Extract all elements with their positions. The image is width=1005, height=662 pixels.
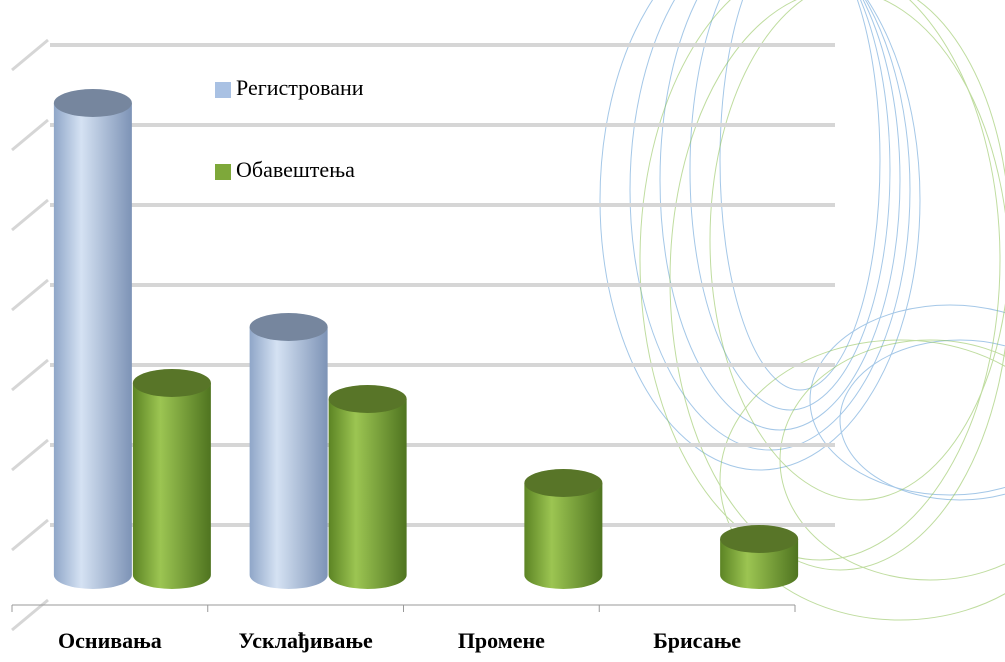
bar-top-shade xyxy=(249,313,328,341)
bar-top-shade xyxy=(720,525,799,553)
side-grid-line xyxy=(11,38,49,72)
bar-body xyxy=(53,103,132,589)
bar xyxy=(132,369,211,589)
legend-label: Регистровани xyxy=(236,75,364,100)
bar xyxy=(328,385,407,589)
bar-body xyxy=(249,327,328,589)
bar xyxy=(249,313,328,589)
bar-top-shade xyxy=(132,369,211,397)
bar-top xyxy=(720,525,799,553)
legend: Регистровани Обавештења xyxy=(215,75,364,182)
bar-top xyxy=(53,89,132,117)
side-grid-line xyxy=(11,278,49,312)
side-grid-line xyxy=(11,438,49,472)
x-tick-label: Оснивања xyxy=(58,628,162,653)
x-tick-label: Брисање xyxy=(653,628,741,653)
bars: Оснивања Усклађивање Промене Брисање xyxy=(11,89,799,653)
side-grid-line xyxy=(11,358,49,392)
bar-top-shade xyxy=(328,385,407,413)
bar-top-shade xyxy=(524,469,603,497)
background-decoration xyxy=(599,0,1005,621)
bar-body xyxy=(524,483,603,589)
side-grid-line xyxy=(11,198,49,232)
bar-top xyxy=(249,313,328,341)
x-tick-label: Промене xyxy=(458,628,545,653)
bar-body xyxy=(720,539,799,589)
bar-top-shade xyxy=(53,89,132,117)
bar xyxy=(720,525,799,589)
bar-top xyxy=(524,469,603,497)
side-grid-line xyxy=(11,518,49,552)
legend-label: Обавештења xyxy=(236,157,355,182)
bar-body xyxy=(328,399,407,589)
side-grid-line xyxy=(11,118,49,152)
x-tick-label: Усклађивање xyxy=(239,628,373,653)
bar-body xyxy=(132,383,211,589)
legend-swatch xyxy=(215,164,231,180)
bar xyxy=(524,469,603,589)
bar-top xyxy=(328,385,407,413)
bar-top xyxy=(132,369,211,397)
bar xyxy=(53,89,132,589)
legend-swatch xyxy=(215,82,231,98)
